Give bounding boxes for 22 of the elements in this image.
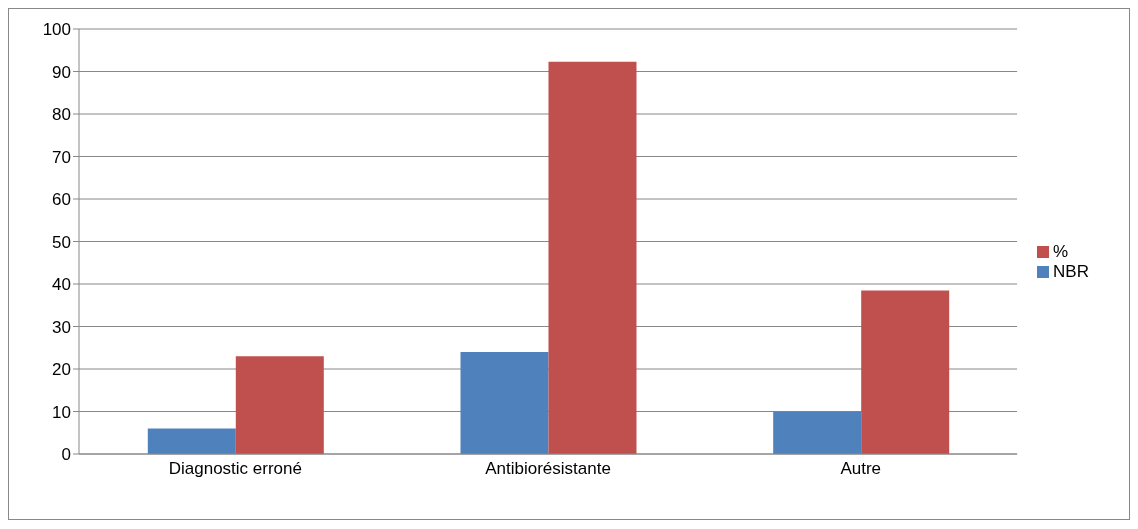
y-tick-label: 90 — [52, 62, 71, 82]
x-tick-label: Diagnostic erroné — [168, 459, 302, 479]
bar — [548, 61, 637, 454]
y-tick-label: 0 — [61, 445, 71, 465]
y-tick-label: 20 — [52, 360, 71, 380]
x-tick-label: Autre — [840, 459, 882, 479]
y-tick-label: 10 — [52, 402, 71, 422]
y-tick-label: 80 — [52, 105, 71, 125]
bar — [773, 411, 862, 454]
legend-label: % — [1053, 241, 1069, 261]
y-tick-label: 100 — [42, 20, 71, 40]
y-tick-label: 70 — [52, 147, 71, 167]
y-tick-label: 50 — [52, 232, 71, 252]
y-tick-label: 40 — [52, 275, 71, 295]
bar — [147, 428, 236, 454]
y-tick-label: 60 — [52, 190, 71, 210]
legend-label: NBR — [1053, 261, 1089, 281]
y-tick-label: 30 — [52, 317, 71, 337]
bar — [235, 356, 324, 454]
bar — [861, 290, 950, 454]
bar — [460, 352, 549, 454]
x-tick-label: Antibiorésistante — [485, 459, 611, 479]
